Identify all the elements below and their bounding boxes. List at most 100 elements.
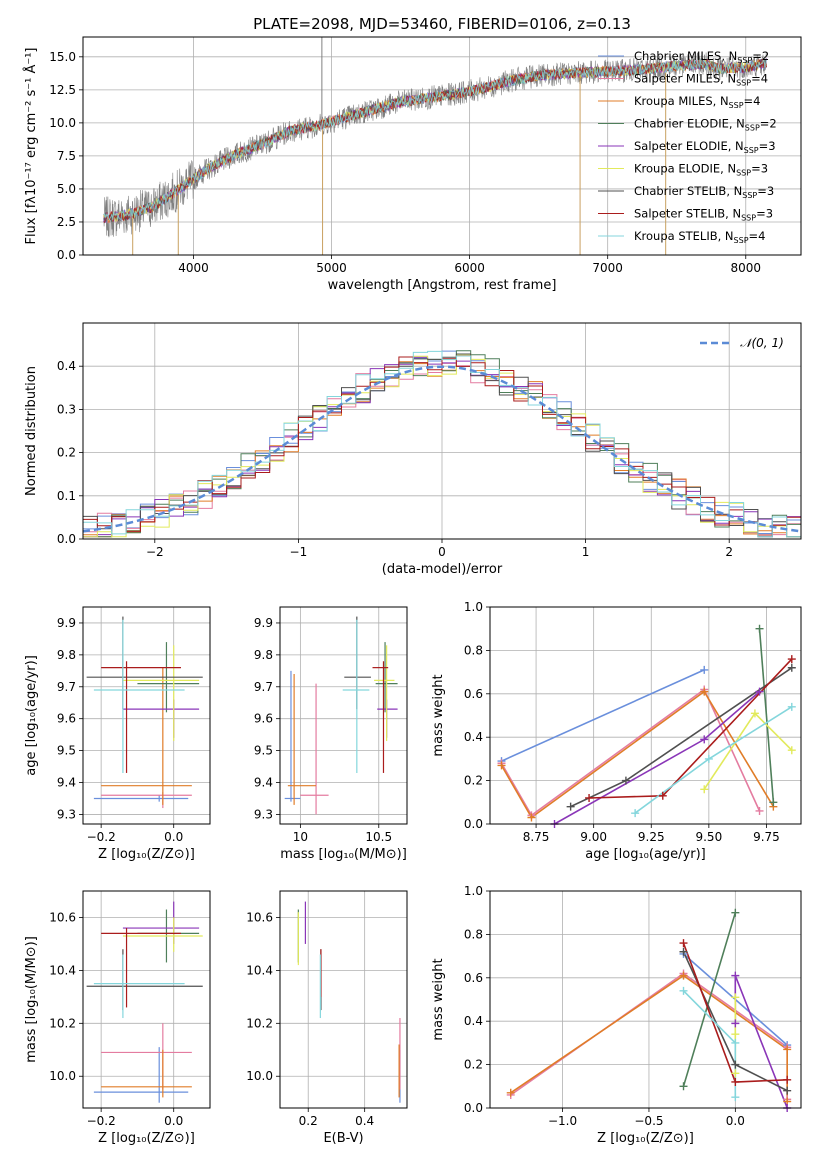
y-tick-label: 9.8 xyxy=(254,648,273,662)
series-marker xyxy=(731,971,740,980)
x-axis-label: Z [log₁₀(Z/Z⊙)] xyxy=(597,1131,694,1146)
y-axis-label: Flux [fλ10⁻¹⁷ erg cm⁻² s⁻¹ Å⁻¹] xyxy=(23,48,39,245)
y-tick-label: 10.6 xyxy=(49,910,76,924)
x-tick-label: 0.4 xyxy=(355,1114,374,1128)
y-tick-label: 0.0 xyxy=(57,532,76,546)
legend-label-sub: SSP xyxy=(734,236,749,245)
series-marker xyxy=(631,809,640,818)
y-tick-label: 9.9 xyxy=(57,616,76,630)
axes-frame xyxy=(82,322,802,540)
panel-age-vs-mass: 10 10.5 9.3 9.4 9.5 9.6 9.7 9.8 9.9 mass [log₁₀(M… xyxy=(254,606,408,862)
legend-label-tail: =2 xyxy=(752,49,769,63)
plot-area xyxy=(297,901,401,1103)
y-tick-label: 10.2 xyxy=(49,1016,76,1030)
panel-age-vs-z: −0.2 0.0 9.3 9.4 9.5 9.6 9.7 9.8 9.9 Z [log₁₀(Z/Z… xyxy=(24,606,211,862)
y-tick-label: 5.0 xyxy=(57,182,76,196)
series-marker xyxy=(731,993,740,1002)
x-tick-label: 10 xyxy=(293,830,308,844)
legend-label-sub: SSP xyxy=(729,101,744,110)
legend-label-tail: =4 xyxy=(751,72,768,86)
series-marker xyxy=(787,655,796,664)
legend-label-tail: =3 xyxy=(757,184,774,198)
series-marker xyxy=(787,746,796,755)
figure-title: PLATE=2098, MJD=53460, FIBERID=0106, z=0… xyxy=(253,15,631,33)
series-marker xyxy=(621,776,630,785)
x-tick-label: 6000 xyxy=(454,261,485,275)
panel-residual-hist: −2 −1 0 1 2 0.0 0.1 0.2 0.3 0.4 𝒩(0, 1) (data-model… xyxy=(24,322,802,577)
panel-mass-vs-z: −0.2 0.0 10.0 10.2 10.4 10.6 Z [log₁₀(Z/Z⊙)] ma… xyxy=(24,890,211,1146)
series-marker xyxy=(731,1030,740,1039)
y-tick-label: 15.0 xyxy=(49,50,76,64)
series-marker xyxy=(731,1060,740,1069)
plot-area xyxy=(86,901,203,1103)
series-marker xyxy=(506,1088,515,1097)
series-marker xyxy=(585,793,594,802)
y-tick-label: 0.0 xyxy=(57,248,76,262)
x-tick-label: 5000 xyxy=(316,261,347,275)
legend-label-base: Kroupa MILES, N xyxy=(634,94,729,108)
legend-label: Chabrier MILES, NSSP=2 xyxy=(634,49,769,65)
x-axis-label: age [log₁₀(age/yr)] xyxy=(585,847,706,862)
panel-weight-vs-z: −1.0 −0.5 0.0 0.0 0.2 0.4 0.6 0.8 1.0 Z [log₁₀(Z/… xyxy=(431,884,802,1146)
x-axis-label: E(B-V) xyxy=(323,1131,363,1146)
y-tick-label: 0.2 xyxy=(57,446,76,460)
y-tick-label: 10.4 xyxy=(246,963,273,977)
x-axis-label: wavelength [Angstrom, rest frame] xyxy=(328,278,557,293)
series-marker xyxy=(704,754,713,763)
x-tick-label: −1.0 xyxy=(548,1114,577,1128)
legend-label-base: Kroupa STELIB, N xyxy=(634,229,734,243)
y-tick-label: 0.6 xyxy=(464,971,483,985)
series-marker xyxy=(731,1038,740,1047)
x-tick-label: 0.2 xyxy=(299,1114,318,1128)
series-marker xyxy=(731,908,740,917)
axes-frame xyxy=(489,606,802,825)
legend-label-tail: =3 xyxy=(759,139,776,153)
series-line xyxy=(682,912,737,1087)
x-tick-label: 8.75 xyxy=(523,830,550,844)
x-tick-label: 9.75 xyxy=(753,830,780,844)
y-tick-label: 9.3 xyxy=(57,807,76,821)
model-fit-line xyxy=(103,59,767,222)
y-tick-label: 9.4 xyxy=(57,776,76,790)
y-tick-label: 1.0 xyxy=(464,884,483,898)
y-tick-label: 0.0 xyxy=(464,1101,483,1115)
y-tick-label: 9.4 xyxy=(254,776,273,790)
series-marker xyxy=(658,791,667,800)
series-marker xyxy=(679,947,688,956)
y-tick-label: 0.2 xyxy=(464,1058,483,1072)
y-tick-label: 0.3 xyxy=(57,402,76,416)
y-tick-label: 0.8 xyxy=(464,927,483,941)
legend-label-base: Chabrier ELODIE, N xyxy=(634,117,745,131)
legend-label-sub: SSP xyxy=(742,191,757,200)
x-tick-label: −0.5 xyxy=(634,1114,663,1128)
legend-label: Salpeter ELODIE, NSSP=3 xyxy=(634,139,776,155)
legend-label-tail: =3 xyxy=(751,162,768,176)
y-tick-label: 9.6 xyxy=(57,712,76,726)
y-tick-label: 0.4 xyxy=(464,730,483,744)
legend-label-tail: =4 xyxy=(744,94,761,108)
series-marker xyxy=(700,735,709,744)
series-marker xyxy=(769,798,778,807)
legend-label: Kroupa STELIB, NSSP=4 xyxy=(634,229,765,245)
legend-label-base: Salpeter ELODIE, N xyxy=(634,139,744,153)
x-tick-label: 0.0 xyxy=(164,1114,183,1128)
series-marker xyxy=(731,1019,740,1028)
y-tick-label: 9.7 xyxy=(57,680,76,694)
legend-label-base: Salpeter STELIB, N xyxy=(634,207,741,221)
y-tick-label: 7.5 xyxy=(57,149,76,163)
x-tick-label: 9.00 xyxy=(580,830,607,844)
legend-label-base: Kroupa ELODIE, N xyxy=(634,162,736,176)
x-tick-label: 8000 xyxy=(730,261,761,275)
y-tick-label: 0.2 xyxy=(464,774,483,788)
series-marker xyxy=(783,1075,792,1084)
panel-weight-vs-age: 8.75 9.00 9.25 9.50 9.75 0.0 0.2 0.4 0.6 0.8 1.0 ag… xyxy=(431,600,802,862)
series-marker xyxy=(679,971,688,980)
x-axis-label: Z [log₁₀(Z/Z⊙)] xyxy=(98,1131,195,1146)
x-tick-label: 2 xyxy=(725,545,733,559)
y-tick-label: 9.5 xyxy=(57,744,76,758)
y-tick-label: 10.2 xyxy=(246,1016,273,1030)
axes-frame xyxy=(279,606,408,825)
legend-label-sub: SSP xyxy=(744,146,759,155)
